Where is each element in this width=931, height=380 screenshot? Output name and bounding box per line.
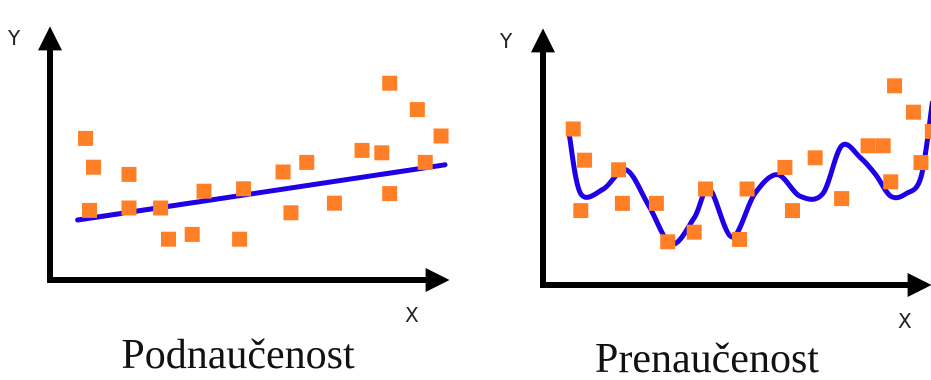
data-point (924, 123, 931, 139)
data-point (565, 121, 581, 137)
data-point (573, 203, 589, 219)
data-point (354, 142, 370, 158)
data-point (614, 195, 630, 211)
data-point (326, 195, 342, 211)
data-point (883, 174, 899, 190)
data-point (875, 138, 891, 154)
regression-line (75, 162, 448, 223)
data-point (913, 155, 929, 171)
data-point (121, 200, 137, 216)
data-point (433, 128, 449, 144)
data-point (660, 234, 676, 250)
data-point (409, 102, 425, 118)
data-point (905, 104, 921, 120)
data-point (161, 231, 176, 247)
data-point (807, 150, 823, 166)
data-point (784, 203, 800, 219)
data-point (739, 181, 755, 197)
data-point (236, 181, 252, 197)
fit-line (75, 162, 448, 223)
chart-caption: Podnaučenost (121, 332, 355, 378)
data-point (382, 75, 398, 91)
data-point (283, 205, 299, 221)
data-point (698, 181, 714, 197)
data-point (196, 183, 212, 199)
data-point (577, 152, 593, 168)
data-points (565, 78, 931, 250)
data-point (374, 145, 390, 161)
chart-overfitting: Y X Prenaučenost (499, 28, 931, 380)
data-point (887, 78, 903, 94)
y-axis-label: Y (499, 29, 513, 53)
chart-caption: Prenaučenost (595, 336, 819, 380)
data-point (417, 154, 433, 170)
data-point (834, 191, 850, 207)
data-point (85, 159, 101, 175)
data-point (153, 200, 169, 216)
data-point (184, 226, 200, 242)
data-point (78, 130, 94, 146)
data-point (648, 195, 664, 211)
fit-curve (566, 100, 931, 247)
data-point (777, 159, 793, 175)
data-point (275, 164, 291, 180)
overfit-curve (566, 100, 931, 247)
data-point (121, 166, 137, 182)
x-axis-label: X (898, 309, 912, 333)
data-point (299, 154, 315, 170)
chart-underfitting: Y X Podnaučenost (7, 26, 450, 378)
data-point (82, 202, 97, 218)
data-point (232, 231, 248, 247)
data-point (611, 162, 627, 178)
data-point (860, 138, 876, 154)
x-axis-label: X (405, 303, 419, 327)
data-points (78, 75, 449, 247)
data-point (382, 186, 398, 202)
data-point (686, 224, 702, 240)
data-point (732, 231, 748, 247)
y-axis-label: Y (7, 26, 21, 50)
